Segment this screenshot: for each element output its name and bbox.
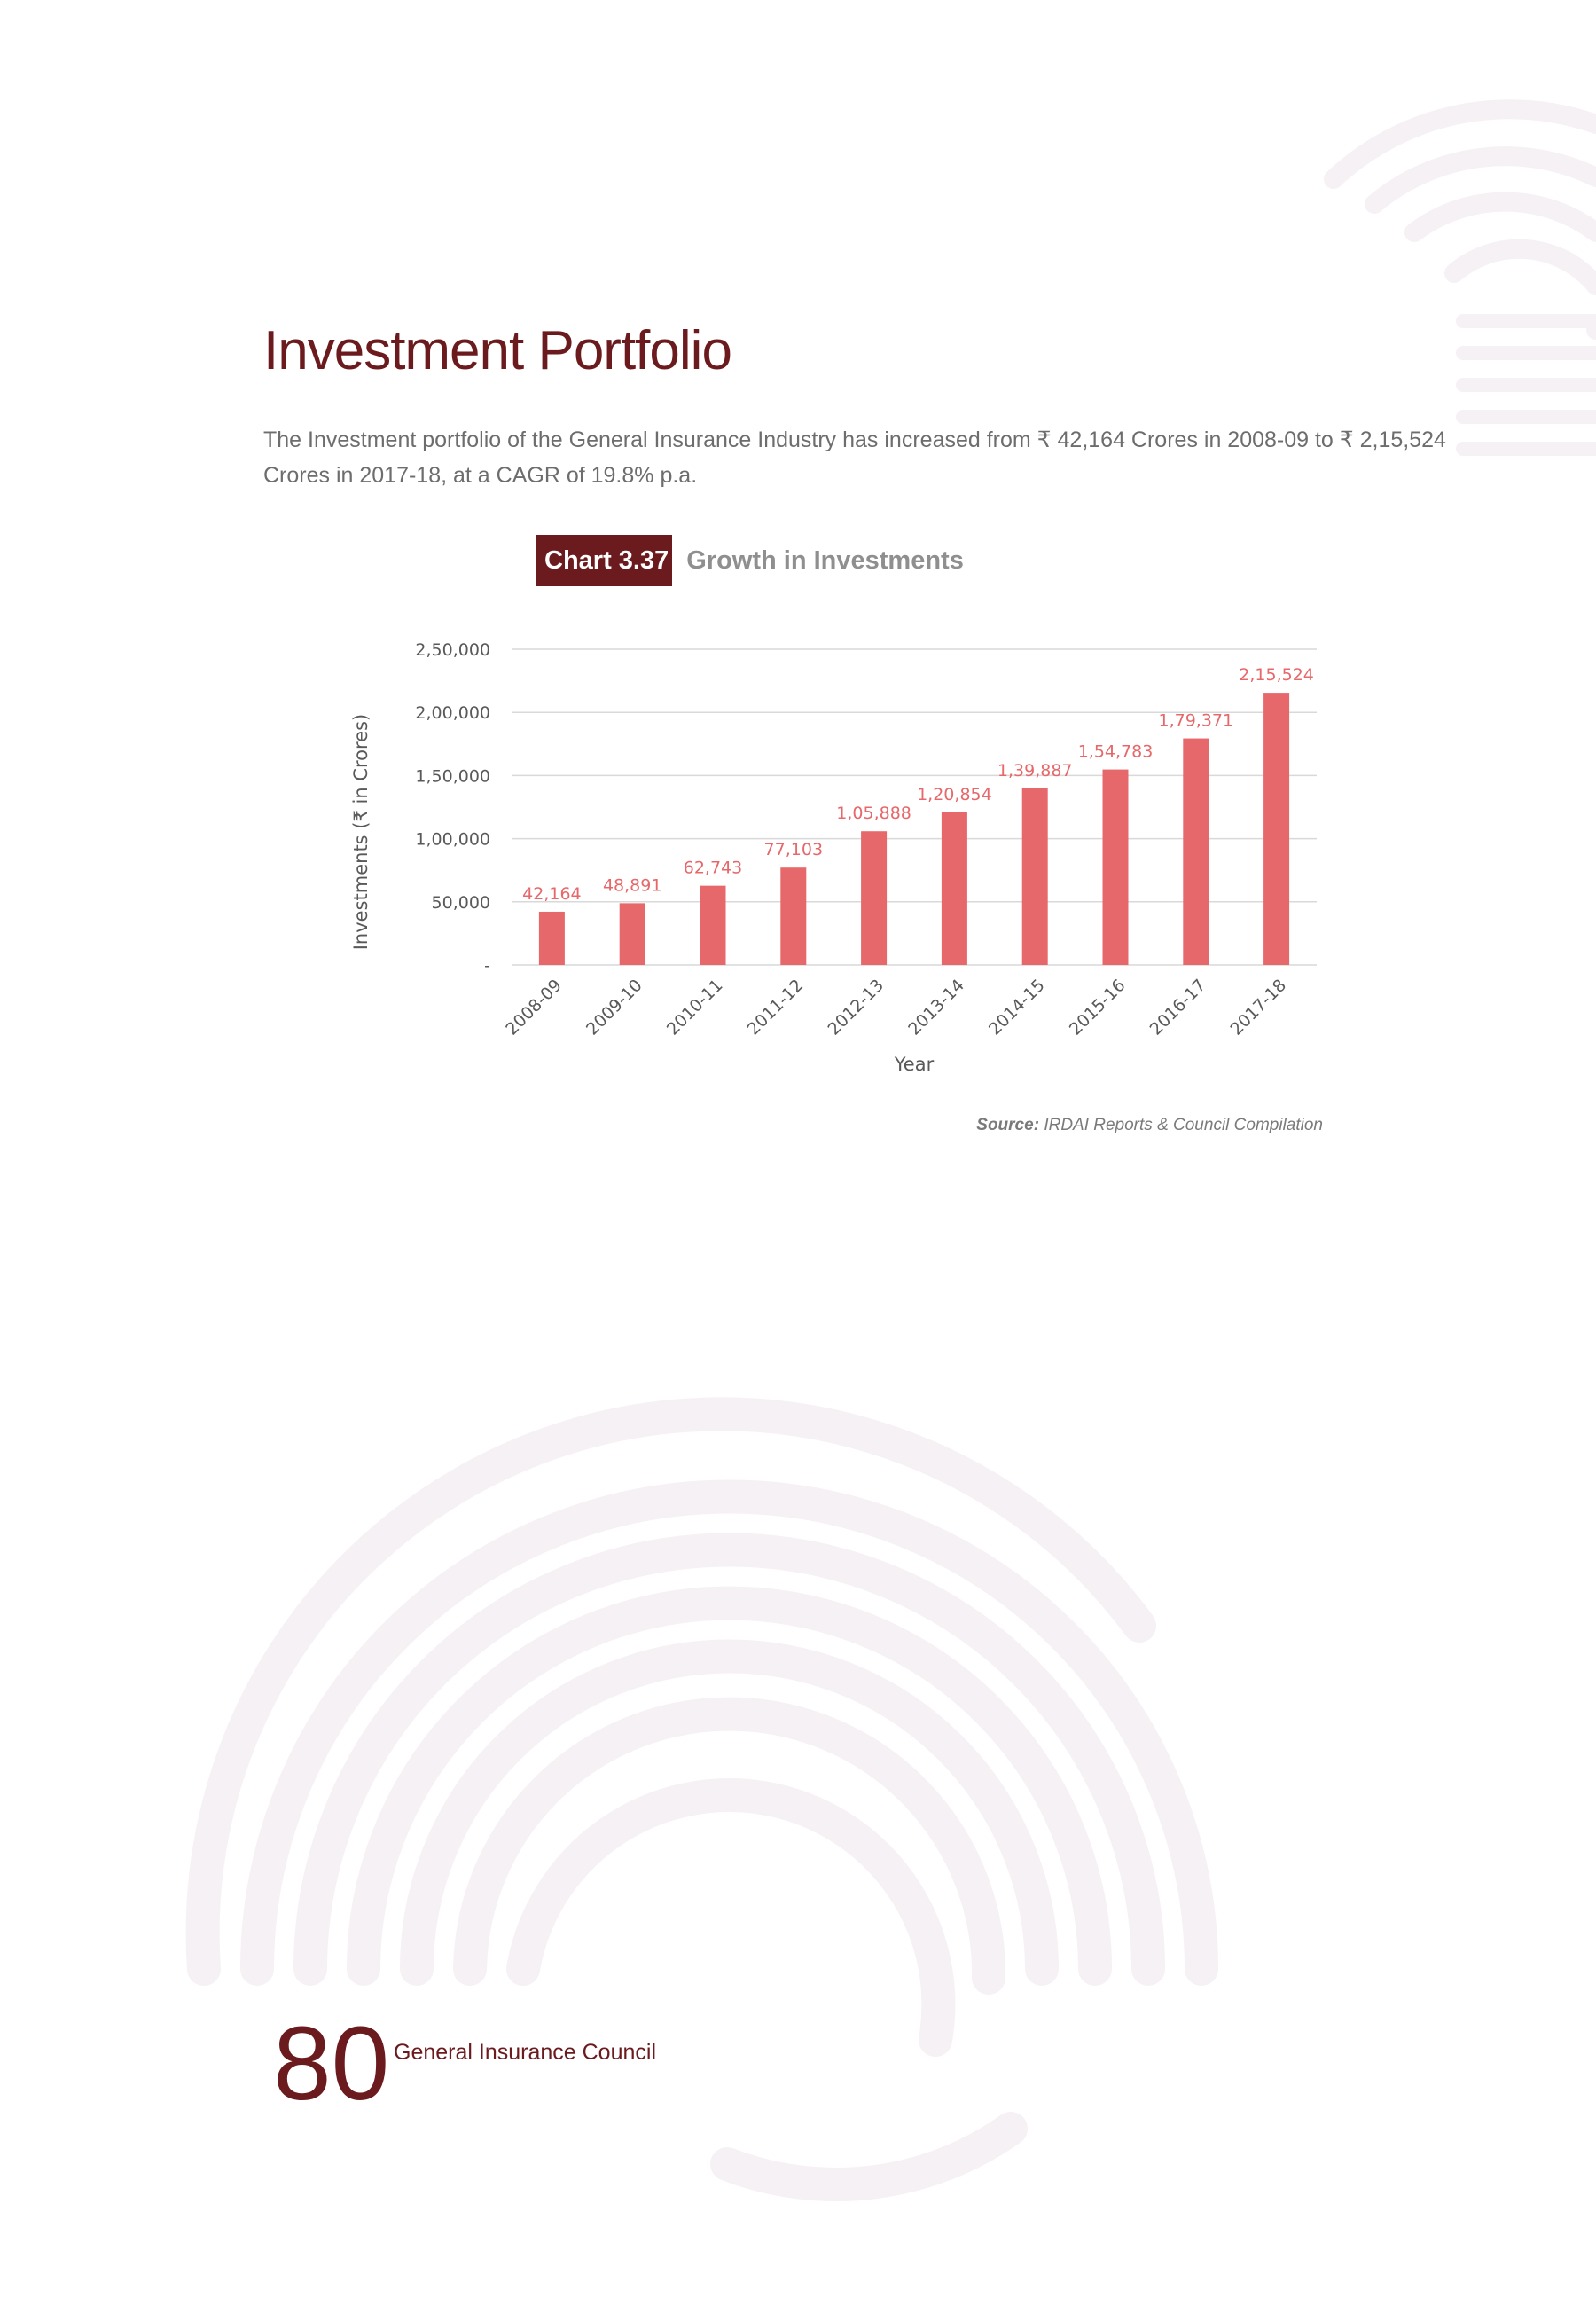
bar	[1102, 769, 1129, 965]
bar	[941, 812, 967, 965]
page-number: 80	[273, 2005, 390, 2122]
x-axis-title: Year	[894, 1054, 935, 1075]
intro-paragraph: The Investment portfolio of the General …	[263, 427, 1446, 488]
bar	[700, 885, 726, 965]
source-label: Source:	[976, 1116, 1040, 1134]
data-label: 48,891	[603, 875, 661, 895]
source-text: IRDAI Reports & Council Compilation	[1044, 1116, 1323, 1134]
x-tick-label: 2013-14	[904, 976, 968, 1039]
y-tick-label: -	[484, 956, 490, 976]
x-tick-label: 2016-17	[1146, 976, 1210, 1039]
data-label: 62,743	[684, 859, 742, 878]
data-label: 1,05,888	[836, 804, 911, 823]
data-label: 2,15,524	[1239, 665, 1314, 685]
chart-title: Growth in Investments	[686, 545, 964, 575]
corner-lines	[1456, 314, 1596, 456]
y-tick-label: 2,00,000	[415, 703, 490, 723]
y-axis-title: Investments (₹ in Crores)	[350, 714, 372, 951]
y-tick-label: 1,00,000	[415, 830, 490, 850]
x-tick-label: 2011-12	[744, 976, 808, 1039]
bar	[861, 831, 888, 965]
bar	[780, 867, 807, 965]
data-label: 1,20,854	[917, 785, 992, 804]
bar	[1021, 788, 1048, 965]
data-label: 1,54,783	[1078, 742, 1154, 762]
data-label: 77,103	[764, 840, 823, 859]
investment-bar-chart: - 50,000 1,00,000 1,50,000 2,00,000 2,50,000 4…	[350, 640, 1317, 1075]
bar	[1264, 693, 1290, 965]
x-tick-label: 2014-15	[985, 976, 1049, 1039]
y-tick-label: 1,50,000	[415, 766, 490, 786]
x-tick-label: 2010-11	[663, 976, 727, 1039]
data-label: 42,164	[522, 884, 581, 904]
x-tick-label: 2009-10	[583, 976, 646, 1039]
data-label: 1,79,371	[1158, 711, 1233, 731]
bar	[1183, 738, 1209, 965]
footer-org-name: General Insurance Council	[394, 2040, 656, 2065]
y-tick-label: 50,000	[432, 893, 490, 913]
x-tick-label: 2017-18	[1226, 976, 1290, 1039]
source-note: Source: IRDAI Reports & Council Compilat…	[887, 1116, 1323, 1135]
x-tick-label: 2012-13	[824, 976, 888, 1039]
x-tick-label: 2015-16	[1066, 976, 1130, 1039]
data-label: 1,39,887	[998, 761, 1073, 780]
y-tick-label: 2,50,000	[415, 640, 490, 660]
bar	[619, 903, 645, 965]
chart-number-badge: Chart 3.37	[536, 535, 673, 586]
bar	[538, 911, 565, 965]
page-title: Investment Portfolio	[263, 320, 732, 381]
corner-arcs	[1324, 99, 1596, 340]
chart-heading: Chart 3.37 Growth in Investments	[536, 535, 964, 586]
x-tick-label: 2008-09	[502, 976, 566, 1039]
